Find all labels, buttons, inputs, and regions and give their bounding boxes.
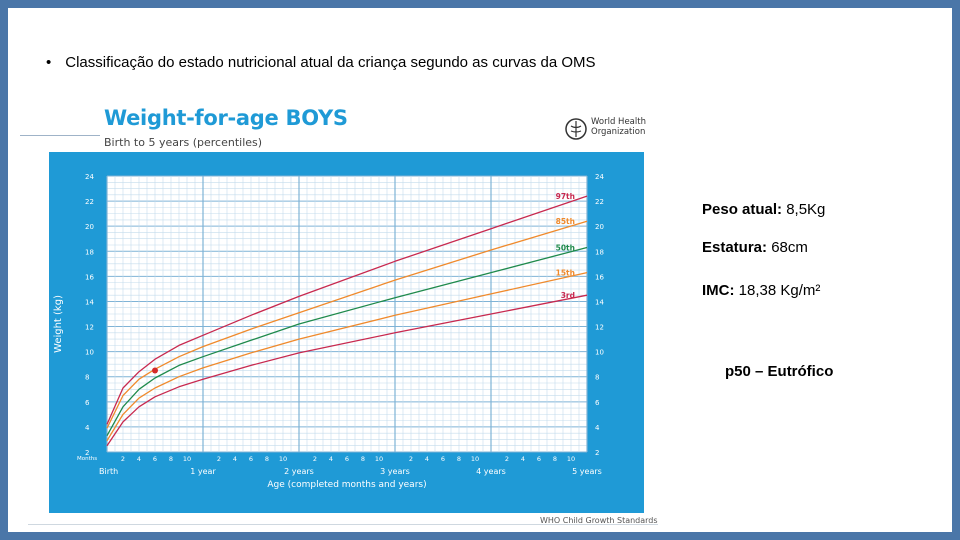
series-label-3rd: 3rd (561, 291, 575, 300)
y-tick-label-left: 12 (85, 324, 94, 332)
x-month-tick: 8 (553, 455, 557, 463)
y-tick-label-left: 6 (85, 399, 90, 407)
y-tick-label-right: 20 (595, 223, 604, 231)
x-months-row-label: Months (77, 456, 97, 462)
who-logo-text: World Health Organization (591, 117, 646, 137)
y-tick-label-left: 20 (85, 223, 94, 231)
chart-subtitle: Birth to 5 years (percentiles) (104, 136, 263, 149)
series-line-85th (106, 220, 588, 429)
x-month-tick: 2 (313, 455, 317, 463)
x-month-tick: 8 (457, 455, 461, 463)
x-month-tick: 6 (441, 455, 445, 463)
estatura-value: 68cm (771, 239, 808, 256)
series-label-85th: 85th (556, 217, 575, 226)
y-tick-label-right: 6 (595, 399, 600, 407)
x-month-tick: 8 (265, 455, 269, 463)
peso-line: Peso atual: 8,5Kg (702, 201, 825, 218)
x-month-tick: 6 (345, 455, 349, 463)
y-tick-label-left: 14 (85, 298, 94, 306)
series-line-97th (106, 195, 588, 425)
y-axis-title: Weight (kg) (53, 295, 64, 353)
y-tick-label-right: 22 (595, 198, 604, 206)
x-month-tick: 8 (169, 455, 173, 463)
peso-value: 8,5Kg (786, 201, 826, 218)
y-tick-label-right: 16 (595, 273, 604, 281)
y-tick-label-left: 18 (85, 248, 94, 256)
x-month-tick: 4 (521, 455, 525, 463)
heading-text: Classificação do estado nutricional atua… (65, 54, 596, 71)
estatura-line: Estatura: 68cm (702, 239, 808, 256)
x-month-tick: 8 (361, 455, 365, 463)
imc-value: 18,38 Kg/m² (738, 282, 821, 299)
series-line-15th (106, 271, 588, 442)
series-line-50th (106, 246, 588, 437)
y-tick-label-right: 14 (595, 298, 604, 306)
x-year-tick: 3 years (380, 467, 410, 476)
x-month-tick: 4 (233, 455, 237, 463)
who-logo-line1: World Health (591, 117, 646, 127)
footer-rule (28, 524, 658, 525)
series-label-97th: 97th (556, 192, 575, 201)
imc-line: IMC: 18,38 Kg/m² (702, 282, 820, 299)
x-month-tick: 4 (329, 455, 333, 463)
who-logo: World Health Organization (564, 116, 646, 142)
x-month-tick: 2 (217, 455, 221, 463)
series-label-50th: 50th (556, 244, 575, 253)
y-tick-label-right: 10 (595, 349, 604, 357)
y-tick-label-left: 24 (85, 173, 94, 181)
x-month-tick: 6 (537, 455, 541, 463)
x-month-tick: 6 (249, 455, 253, 463)
bullet-dot: • (46, 54, 52, 71)
y-tick-label-left: 2 (85, 449, 89, 457)
header-rule (20, 135, 100, 136)
x-year-tick: 4 years (476, 467, 506, 476)
estatura-label: Estatura: (702, 239, 768, 256)
y-tick-label-right: 18 (595, 248, 604, 256)
x-year-tick: 2 years (284, 467, 314, 476)
y-tick-label-right: 2 (595, 449, 599, 457)
series-label-15th: 15th (556, 269, 575, 278)
x-month-tick: 6 (153, 455, 157, 463)
y-tick-label-right: 8 (595, 374, 599, 382)
slide: • Classificação do estado nutricional atu… (8, 8, 952, 532)
x-month-tick: 2 (121, 455, 125, 463)
x-month-tick: 2 (409, 455, 413, 463)
peso-label: Peso atual: (702, 201, 783, 218)
classification-result: p50 – Eutrófico (725, 363, 834, 380)
y-tick-label-right: 4 (595, 424, 600, 432)
growth-chart-figure: Weight-for-age BOYS Birth to 5 years (pe… (20, 96, 658, 526)
x-month-tick: 10 (471, 455, 479, 463)
chart-area: 2 2 4 4 6 6 8 8 10 10 12 12 14 14 16 16 18 18 20 20 22 22 24 24… (49, 152, 644, 513)
who-emblem-icon (565, 118, 587, 140)
y-tick-label-left: 22 (85, 198, 94, 206)
x-month-tick: 10 (375, 455, 383, 463)
x-year-tick: 5 years (572, 467, 602, 476)
series-line-3rd (106, 294, 588, 447)
y-tick-label-left: 10 (85, 349, 94, 357)
y-tick-label-left: 16 (85, 273, 94, 281)
x-month-tick: 10 (567, 455, 575, 463)
x-month-tick: 2 (505, 455, 509, 463)
x-month-tick: 10 (183, 455, 191, 463)
patient-point (152, 367, 158, 374)
chart-footer: WHO Child Growth Standards (540, 516, 658, 525)
x-year-tick: Birth (99, 467, 118, 476)
x-axis-title: Age (completed months and years) (267, 480, 426, 490)
who-logo-line2: Organization (591, 127, 646, 137)
x-year-tick: 1 year (190, 467, 216, 476)
slide-heading: • Classificação do estado nutricional atu… (46, 54, 596, 71)
x-month-tick: 4 (425, 455, 429, 463)
y-tick-label-left: 4 (85, 424, 90, 432)
chart-title: Weight-for-age BOYS (104, 106, 348, 130)
y-tick-label-right: 12 (595, 324, 604, 332)
x-month-tick: 4 (137, 455, 141, 463)
x-month-tick: 10 (279, 455, 287, 463)
y-tick-label-left: 8 (85, 374, 89, 382)
imc-label: IMC: (702, 282, 735, 299)
y-tick-label-right: 24 (595, 173, 604, 181)
